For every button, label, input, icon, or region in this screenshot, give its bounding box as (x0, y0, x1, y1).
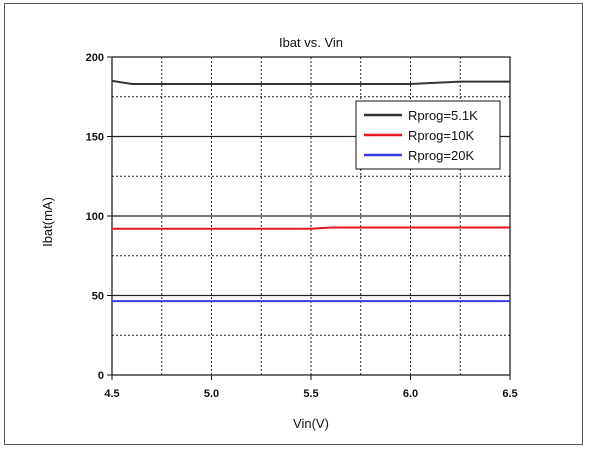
series-line-2 (112, 226, 510, 230)
y-tick-label: 50 (92, 291, 104, 303)
x-tick-label: 4.5 (104, 388, 119, 400)
legend: Rprog=5.1K Rprog=10K Rprog=20K (355, 100, 501, 170)
legend-label: Rprog=20K (408, 148, 474, 163)
legend-label: Rprog=10K (408, 128, 474, 143)
y-tick-label: 200 (86, 52, 104, 64)
y-axis-title: Ibat(mA) (40, 197, 55, 247)
x-tick-label: 6.0 (403, 388, 418, 400)
y-tick-label: 0 (98, 370, 104, 382)
x-axis-title: Vin(V) (293, 416, 329, 431)
chart-frame (4, 3, 583, 445)
series-lines (111, 79, 510, 303)
x-tick-label: 6.5 (502, 388, 517, 400)
chart-title: Ibat vs. Vin (279, 35, 343, 50)
x-tick-label: 5.5 (303, 388, 318, 400)
x-tick-label: 5.0 (204, 388, 219, 400)
y-tick-label: 100 (86, 211, 104, 223)
y-tick-label: 150 (86, 132, 104, 144)
series-line-1 (111, 79, 510, 86)
legend-label: Rprog=5.1K (408, 108, 478, 123)
axis-ticks: 4.5 5.0 5.5 6.0 6.5 0 50 100 150 200 (86, 52, 518, 400)
